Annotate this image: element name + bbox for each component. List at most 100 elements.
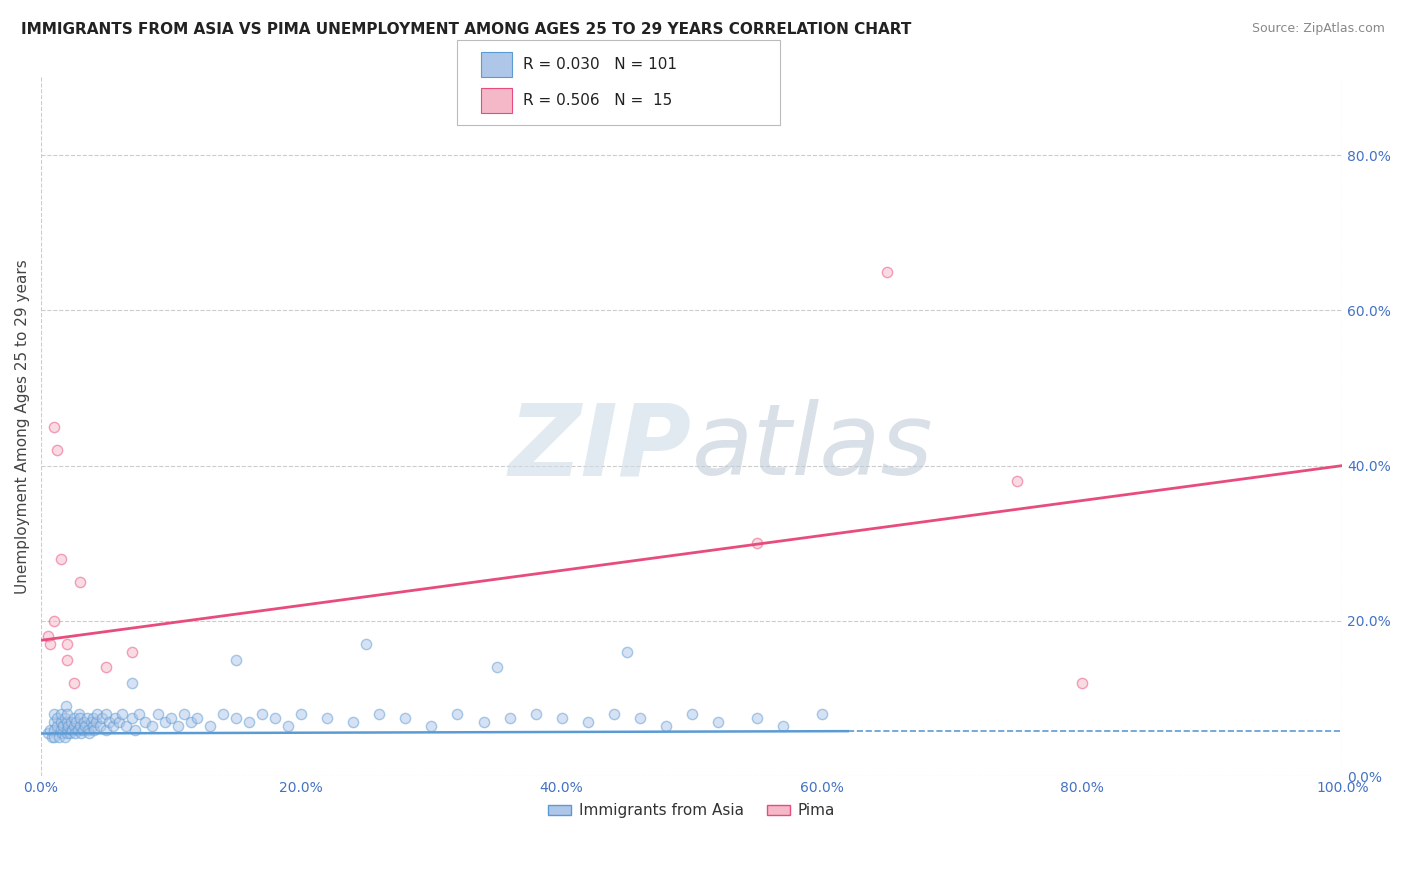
Point bbox=[153, 714, 176, 729]
Y-axis label: Unemployment Among Ages 25 to 29 years: Unemployment Among Ages 25 to 29 years bbox=[15, 260, 30, 594]
Point bbox=[45, 443, 67, 458]
Point bbox=[42, 419, 65, 434]
Point bbox=[53, 731, 76, 745]
Point bbox=[69, 711, 91, 725]
Text: Source: ZipAtlas.com: Source: ZipAtlas.com bbox=[1251, 22, 1385, 36]
Point bbox=[49, 551, 72, 566]
Point bbox=[42, 723, 65, 737]
Point bbox=[62, 719, 84, 733]
Point bbox=[42, 614, 65, 628]
Text: R = 0.030   N = 101: R = 0.030 N = 101 bbox=[523, 57, 678, 71]
Point bbox=[37, 629, 59, 643]
Point bbox=[745, 711, 768, 725]
Point bbox=[186, 711, 208, 725]
Point bbox=[84, 714, 107, 729]
Point bbox=[316, 711, 339, 725]
Text: ZIP: ZIP bbox=[509, 400, 692, 496]
Point bbox=[55, 699, 77, 714]
Point bbox=[681, 707, 703, 722]
Point bbox=[180, 714, 202, 729]
Point bbox=[49, 723, 72, 737]
Point bbox=[290, 707, 312, 722]
Point bbox=[42, 707, 65, 722]
Point bbox=[56, 637, 79, 651]
Point bbox=[238, 714, 260, 729]
Point bbox=[225, 653, 247, 667]
Point bbox=[654, 719, 676, 733]
Point bbox=[356, 637, 378, 651]
Point bbox=[56, 723, 79, 737]
Point bbox=[96, 707, 118, 722]
Point bbox=[810, 707, 832, 722]
Point bbox=[37, 726, 59, 740]
Point bbox=[124, 723, 146, 737]
Point bbox=[83, 723, 105, 737]
Point bbox=[60, 714, 83, 729]
Point bbox=[86, 707, 108, 722]
Point bbox=[101, 719, 124, 733]
Text: IMMIGRANTS FROM ASIA VS PIMA UNEMPLOYMENT AMONG AGES 25 TO 29 YEARS CORRELATION : IMMIGRANTS FROM ASIA VS PIMA UNEMPLOYMEN… bbox=[21, 22, 911, 37]
Point bbox=[114, 719, 136, 733]
Point bbox=[225, 711, 247, 725]
Point bbox=[104, 711, 127, 725]
Point bbox=[141, 719, 163, 733]
Point bbox=[628, 711, 651, 725]
Point bbox=[56, 726, 79, 740]
Point bbox=[60, 723, 83, 737]
Point bbox=[121, 645, 143, 659]
Point bbox=[252, 707, 274, 722]
Point bbox=[745, 536, 768, 550]
Point bbox=[42, 731, 65, 745]
Point bbox=[420, 719, 443, 733]
Point bbox=[79, 714, 101, 729]
Point bbox=[166, 719, 188, 733]
Point bbox=[53, 711, 76, 725]
Point bbox=[96, 723, 118, 737]
Point bbox=[45, 719, 67, 733]
Point bbox=[76, 711, 98, 725]
Point bbox=[772, 719, 794, 733]
Point bbox=[45, 711, 67, 725]
Point bbox=[876, 264, 898, 278]
Point bbox=[62, 676, 84, 690]
Point bbox=[73, 714, 96, 729]
Point bbox=[48, 731, 70, 745]
Point bbox=[56, 714, 79, 729]
Point bbox=[498, 711, 520, 725]
Point bbox=[121, 711, 143, 725]
Point bbox=[485, 660, 508, 674]
Point bbox=[160, 711, 183, 725]
Point bbox=[212, 707, 235, 722]
Point bbox=[148, 707, 170, 722]
Point bbox=[69, 719, 91, 733]
Point bbox=[89, 719, 111, 733]
Point bbox=[96, 660, 118, 674]
Point bbox=[39, 723, 62, 737]
Point bbox=[77, 726, 100, 740]
Point bbox=[58, 719, 80, 733]
Point bbox=[67, 707, 90, 722]
Point bbox=[66, 723, 89, 737]
Point bbox=[69, 575, 91, 590]
Point bbox=[97, 714, 120, 729]
Point bbox=[72, 723, 94, 737]
Point bbox=[128, 707, 150, 722]
Point bbox=[108, 714, 131, 729]
Point bbox=[602, 707, 624, 722]
Point bbox=[63, 726, 86, 740]
Point bbox=[173, 707, 195, 722]
Point bbox=[91, 711, 114, 725]
Point bbox=[111, 707, 134, 722]
Point bbox=[264, 711, 287, 725]
Point bbox=[65, 714, 87, 729]
Text: R = 0.506   N =  15: R = 0.506 N = 15 bbox=[523, 94, 672, 108]
Point bbox=[446, 707, 468, 722]
Point bbox=[82, 711, 104, 725]
Point bbox=[77, 723, 100, 737]
Point bbox=[706, 714, 728, 729]
Point bbox=[82, 719, 104, 733]
Point bbox=[51, 726, 73, 740]
Point bbox=[1071, 676, 1094, 690]
Point bbox=[52, 719, 75, 733]
Point bbox=[550, 711, 572, 725]
